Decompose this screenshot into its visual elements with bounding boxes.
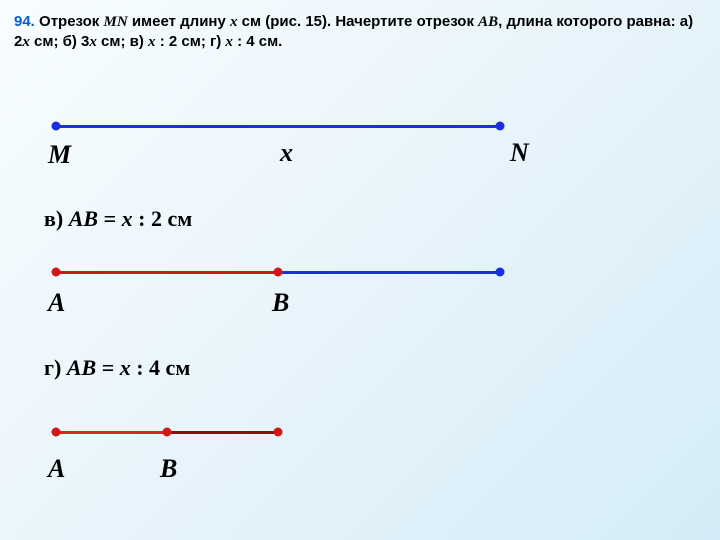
endpoint-v-a <box>52 268 61 277</box>
part-g-label: г) AB = x : 4 см <box>44 355 190 381</box>
g-x: x <box>120 355 131 380</box>
x3: x <box>89 34 97 50</box>
label-g-b: B <box>160 454 177 484</box>
problem-statement: 94. Отрезок MN имеет длину x см (рис. 15… <box>0 0 720 61</box>
part-v-label: в) AB = x : 2 см <box>44 206 192 232</box>
endpoint-g-a <box>52 428 61 437</box>
x4: x <box>148 34 156 50</box>
t6: см; в) <box>97 33 148 50</box>
label-g-a: A <box>48 454 65 484</box>
endpoint-v-b <box>274 268 283 277</box>
problem-number: 94. <box>14 13 35 30</box>
t2: имеет длину <box>128 13 230 30</box>
endpoint-n <box>496 122 505 131</box>
ab: AB <box>478 14 498 30</box>
mn: MN <box>103 14 127 30</box>
x5: x <box>225 34 233 50</box>
g-eq: = <box>96 355 120 380</box>
g-prefix: г) <box>44 355 67 380</box>
label-x: x <box>280 138 293 168</box>
endpoint-g-b <box>163 428 172 437</box>
segment-mn <box>56 125 500 128</box>
v-prefix: в) <box>44 206 69 231</box>
t7: : 2 см; г) <box>156 33 226 50</box>
t5: см; б) 3 <box>30 33 90 50</box>
label-m: M <box>48 140 71 170</box>
v-eq: = <box>98 206 122 231</box>
v-rest: : 2 см <box>133 206 193 231</box>
diagram-area: M x N в) AB = x : 2 см A B г) AB = x : 4… <box>0 60 720 540</box>
v-x: x <box>122 206 133 231</box>
g-ab: AB <box>67 355 96 380</box>
t8: : 4 см. <box>233 33 282 50</box>
endpoint-g-end <box>274 428 283 437</box>
label-n: N <box>510 138 529 168</box>
segment-v-half <box>56 271 278 274</box>
v-ab: AB <box>69 206 98 231</box>
label-v-a: A <box>48 288 65 318</box>
endpoint-v-end <box>496 268 505 277</box>
segment-g-quarter <box>56 431 167 434</box>
t1: Отрезок <box>39 13 103 30</box>
x2: x <box>22 34 30 50</box>
g-rest: : 4 см <box>131 355 191 380</box>
endpoint-m <box>52 122 61 131</box>
t3: см (рис. 15). Начертите отрезок <box>237 13 478 30</box>
label-v-b: B <box>272 288 289 318</box>
